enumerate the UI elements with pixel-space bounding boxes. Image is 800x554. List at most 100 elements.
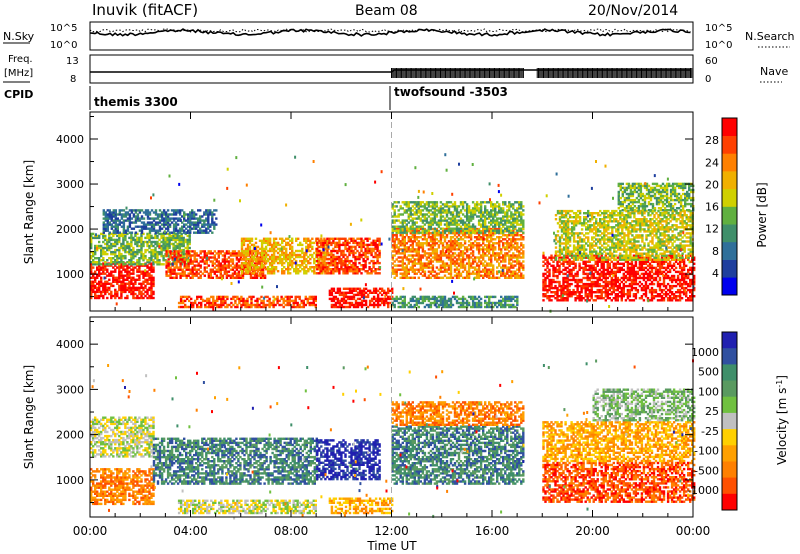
heatmap-cell [158,232,161,236]
heatmap-cell [122,288,125,292]
heatmap-cell [118,213,121,216]
heatmap-cell [138,240,141,244]
heatmap-cell [258,268,262,271]
nsky-tick-high: 10^5 [50,23,77,34]
heatmap-cell [106,217,109,220]
heatmap-cell [340,249,343,253]
heatmap-cell [156,213,160,216]
heatmap-cell [108,234,111,238]
heatmap-cell [150,278,153,281]
heatmap-cell [164,259,167,262]
heatmap-cell [199,229,202,232]
heatmap-cell [104,263,107,266]
heatmap-cell [134,231,138,234]
heatmap-cell [148,244,151,248]
heatmap-cell [144,264,147,267]
heatmap-cell [96,263,99,266]
heatmap-cell [124,263,127,266]
heatmap-cell [193,225,196,228]
heatmap-cell [197,219,200,222]
heatmap-cell [195,225,198,228]
heatmap-cell [158,261,161,264]
heatmap-cell [419,217,422,220]
heatmap-cell [148,278,151,281]
heatmap-cell [164,215,168,218]
heatmap-cell [120,225,124,228]
heatmap-cell [130,248,133,252]
heatmap-cell [122,227,126,230]
heatmap-cell [104,261,107,264]
heatmap-cell [146,211,150,214]
heatmap-cell [146,261,149,264]
heatmap-cell [92,288,95,292]
heatmap-cell [459,201,463,204]
heatmap-cell [134,250,137,254]
heatmap-cell [132,213,136,216]
heatmap-cell [122,274,125,277]
heatmap-cell [148,259,151,262]
heatmap-cell [399,234,402,237]
heatmap-cell [162,254,165,258]
heatmap-cell [158,250,161,254]
heatmap-cell [102,286,105,290]
heatmap-cell [114,254,117,258]
heatmap-cell [114,231,117,234]
heatmap-cell [274,237,278,240]
heatmap-cell [439,238,443,241]
heatmap-cell [138,264,141,267]
heatmap-cell [94,246,97,250]
heatmap-cell [130,227,134,230]
heatmap-cell [498,262,501,265]
heatmap-cell [231,258,235,261]
heatmap-cell [174,232,177,236]
heatmap-cell [112,294,115,298]
heatmap-cell [120,274,123,277]
heatmap-cell [176,238,179,242]
heatmap-cell [193,231,196,234]
heatmap-cell [102,217,105,220]
heatmap-cell [112,257,115,260]
heatmap-cell [299,241,302,245]
heatmap-cell [140,225,144,228]
heatmap-cell [114,294,117,298]
heatmap-cell [193,217,196,220]
heatmap-cell [313,241,316,245]
heatmap-cell [181,215,184,218]
heatmap-cell [360,249,363,253]
heatmap-cell [158,259,161,262]
heatmap-cell [92,236,95,240]
heatmap-cell [100,268,103,271]
heatmap-cell [150,290,153,294]
heatmap-cell [209,225,212,228]
heatmap-cell [168,219,172,222]
heatmap-cell [213,225,216,228]
heatmap-cell [199,231,202,234]
heatmap-cell [126,261,129,264]
heatmap-cell [211,276,214,279]
heatmap-cell [240,295,243,299]
heatmap-cell [260,299,263,303]
heatmap-cell [100,244,103,248]
heatmap-cell [152,290,155,294]
heatmap-cell [174,236,177,240]
heatmap-cell [150,236,153,240]
heatmap-cell [168,231,172,234]
heatmap-cell [120,292,123,296]
heatmap-cell [185,213,188,216]
heatmap-cell [479,217,483,220]
heatmap-cell [106,215,109,218]
heatmap-cell [181,227,184,230]
heatmap-cell [94,292,97,296]
heatmap-cell [144,263,147,266]
heatmap-cell [183,223,186,226]
heatmap-cell [395,234,398,237]
heatmap-cell [106,240,109,244]
heatmap-cell [150,227,154,230]
heatmap-cell [126,296,129,300]
heatmap-cell [176,242,179,246]
heatmap-cell [156,263,159,266]
heatmap-cell [146,232,149,236]
heatmap-cell [252,272,256,275]
heatmap-cell [122,209,126,212]
